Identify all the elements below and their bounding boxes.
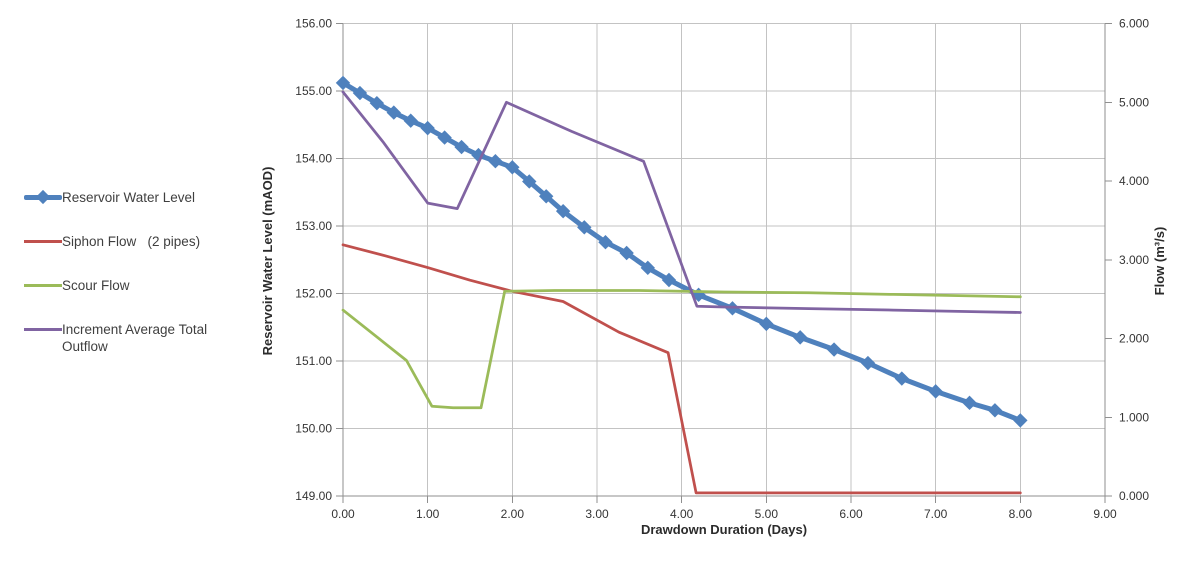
x-axis-title: Drawdown Duration (Days) <box>641 522 807 537</box>
x-axis-tick-label: 1.00 <box>416 507 440 521</box>
axis-lines <box>336 23 1112 503</box>
chart-legend: Reservoir Water Level Siphon Flow (2 pipe… <box>24 189 252 382</box>
legend-line-swatch <box>24 189 62 206</box>
diamond-marker <box>488 154 503 169</box>
diamond-marker <box>555 203 571 219</box>
right-axis-tick-label: 5.000 <box>1119 95 1149 109</box>
x-axis-tick-label: 5.00 <box>755 507 779 521</box>
diamond-marker <box>759 316 774 332</box>
legend-label: Scour Flow <box>62 278 130 293</box>
diamond-marker <box>522 174 537 189</box>
legend-label: Siphon Flow (2 pipes) <box>62 234 201 249</box>
diamond-marker <box>437 130 452 145</box>
left-axis-tick-label: 151.00 <box>295 354 332 368</box>
gridlines <box>342 23 1106 497</box>
diamond-marker <box>793 330 808 345</box>
diamond-marker <box>505 160 520 175</box>
x-axis-tick-label: 7.00 <box>924 507 948 521</box>
x-axis-tick-label: 8.00 <box>1009 507 1033 521</box>
legend-line-swatch <box>24 277 62 294</box>
diamond-marker <box>1013 413 1028 428</box>
right-axis-tick-label: 6.000 <box>1119 17 1149 31</box>
right-axis-title: Flow (m³/s) <box>1152 227 1167 296</box>
left-axis-tick-label: 156.00 <box>295 17 332 31</box>
left-axis-tick-label: 150.00 <box>295 422 332 436</box>
x-axis-tick-label: 0.00 <box>331 507 355 521</box>
diamond-marker <box>471 147 486 163</box>
tick-labels: 149.00 150.00 151.00 152.00 153.00 154.00 155.… <box>295 17 1149 522</box>
right-axis-tick-label: 3.000 <box>1119 253 1149 267</box>
legend-line-swatch <box>24 321 62 338</box>
diamond-marker <box>403 113 418 128</box>
diamond-marker <box>962 395 977 411</box>
legend-item: Scour Flow <box>24 277 252 294</box>
series-line <box>341 243 1022 495</box>
legend-label: Increment Average Total Outflow <box>62 322 211 354</box>
right-axis-tick-label: 4.000 <box>1119 174 1149 188</box>
diamond-marker <box>987 403 1003 418</box>
diamond-marker <box>860 355 876 371</box>
x-axis-tick-label: 2.00 <box>501 507 525 521</box>
diamond-marker <box>539 189 554 204</box>
x-axis-tick-label: 3.00 <box>585 507 609 521</box>
diamond-marker <box>640 260 655 276</box>
legend-line-swatch <box>24 233 62 250</box>
diamond-marker <box>454 139 469 155</box>
diamond-marker <box>577 220 592 235</box>
right-axis-tick-label: 2.000 <box>1119 332 1149 346</box>
left-axis-tick-label: 149.00 <box>295 489 332 503</box>
series-line <box>341 90 1022 314</box>
diamond-marker <box>598 235 613 250</box>
diamond-marker <box>826 342 842 357</box>
series-line <box>341 289 1022 410</box>
diamond-marker <box>335 75 351 91</box>
series-lines <box>335 75 1028 495</box>
legend-item: Siphon Flow (2 pipes) <box>24 233 252 250</box>
left-axis-tick-label: 153.00 <box>295 219 332 233</box>
legend-item: Increment Average Total Outflow <box>24 321 252 355</box>
left-axis-tick-label: 152.00 <box>295 287 332 301</box>
legend-item: Reservoir Water Level <box>24 189 252 206</box>
diamond-marker <box>420 120 435 136</box>
left-axis-title: Reservoir Water Level (mAOD) <box>260 167 275 356</box>
diamond-marker <box>619 245 634 261</box>
x-axis-tick-label: 6.00 <box>839 507 863 521</box>
left-axis-tick-label: 155.00 <box>295 84 332 98</box>
diamond-marker <box>352 85 368 101</box>
x-axis-tick-label: 4.00 <box>670 507 694 521</box>
diamond-marker <box>894 371 909 386</box>
diamond-marker <box>661 272 677 288</box>
diamond-marker <box>928 384 943 399</box>
diamond-marker <box>386 105 401 120</box>
right-axis-tick-label: 1.000 <box>1119 410 1149 424</box>
right-axis-tick-label: 0.000 <box>1119 489 1149 503</box>
x-axis-tick-label: 9.00 <box>1093 507 1117 521</box>
diamond-marker <box>369 95 385 111</box>
left-axis-tick-label: 154.00 <box>295 152 332 166</box>
legend-label: Reservoir Water Level <box>62 190 196 205</box>
